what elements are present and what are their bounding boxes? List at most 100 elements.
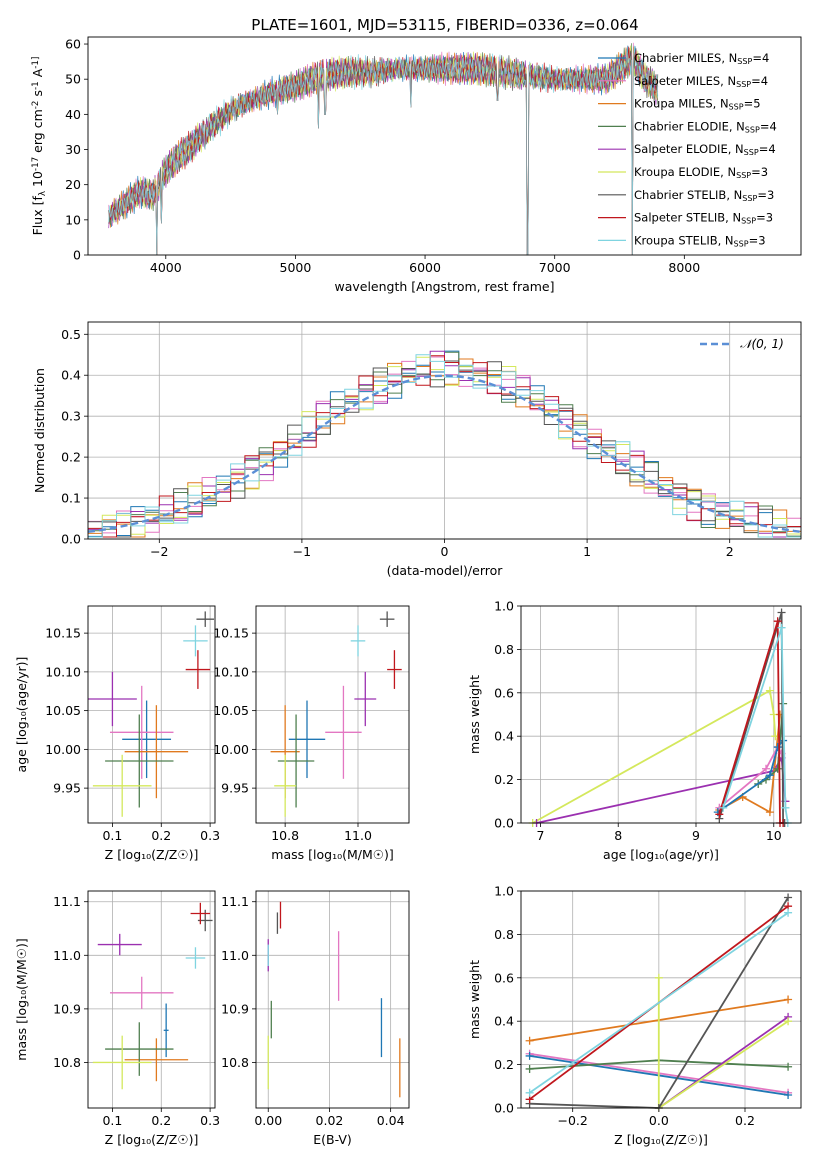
series-marker	[784, 893, 793, 902]
point-salpeter-stelib	[190, 902, 211, 925]
x-tick-label: 0.2	[151, 1113, 171, 1128]
series-chabrier-miles	[713, 736, 788, 817]
series-marker	[715, 810, 724, 819]
legend-entry-chabrier-stelib: Chabrier STELIB, NSSP=3	[634, 188, 774, 203]
series-marker	[784, 995, 793, 1004]
series-marker	[784, 1062, 793, 1071]
legend-entry-salpeter-elodie: Salpeter ELODIE, NSSP=4	[634, 142, 776, 157]
legend-entry-normal: 𝒩(0, 1)	[740, 337, 784, 351]
grid-lines	[521, 605, 801, 824]
point-salpeter-elodie	[354, 671, 377, 727]
x-axis-label: E(B-V)	[313, 1132, 352, 1147]
y-tick-label: 50	[65, 72, 81, 87]
x-tick-label: 7	[536, 828, 544, 843]
x-tick-label: −1	[293, 544, 311, 559]
x-axis-label: Z [log₁₀(Z/Z☉)]	[105, 1132, 199, 1147]
y-tick-label: 0.1	[61, 491, 81, 506]
series-marker	[762, 764, 770, 773]
axes-frame	[87, 605, 216, 824]
y-axis-label: age [log₁₀(age/yr)]	[14, 657, 29, 773]
point-salpeter-miles	[325, 685, 362, 779]
y-tick-label: 0.8	[494, 642, 514, 657]
point-salpeter-elodie	[88, 671, 137, 727]
y-tick-label: 10.00	[45, 742, 81, 757]
y-tick-label: 10.9	[53, 1001, 81, 1016]
series-line	[717, 739, 784, 813]
y-tick-label: 0.2	[494, 772, 514, 787]
series-marker	[765, 808, 774, 817]
panel-mass_vs_Z: 0.1 0.2 0.3 10.8 10.9 11.0 11.1 Z [log₁₀(Z/Z☉)]…	[14, 890, 220, 1147]
y-tick-label: 0.4	[494, 729, 514, 744]
series-marker	[784, 1090, 793, 1099]
y-tick-label: 10.15	[45, 626, 81, 641]
x-tick-label: 0.3	[200, 1113, 220, 1128]
panel-age_vs_mass: 10.8 11.0 9.95 10.00 10.05 10.10 10.15 mass [lo…	[213, 605, 410, 862]
point-kroupa-stelib	[185, 947, 206, 969]
plot-area	[88, 611, 215, 817]
point-salpeter-stelib	[185, 650, 211, 689]
y-tick-label: 0.4	[61, 368, 81, 383]
x-tick-label: 10.8	[271, 828, 299, 843]
spectrum-line-kroupa-stelib	[108, 45, 659, 256]
x-tick-label: 0.2	[151, 828, 171, 843]
y-tick-label: 0.5	[61, 327, 81, 342]
histogram-salpeter-stelib	[88, 355, 801, 538]
point-chabrier-stelib	[379, 611, 395, 627]
plot-area	[525, 893, 793, 1112]
series-marker	[525, 1064, 534, 1073]
series-line	[529, 911, 789, 1094]
y-tick-label: 0	[73, 248, 81, 263]
legend: 𝒩(0, 1)	[700, 337, 784, 351]
x-tick-label: 5000	[280, 260, 312, 275]
plot-area	[87, 350, 802, 538]
x-tick-label: 2	[726, 544, 734, 559]
point-salpeter-elodie	[97, 933, 142, 956]
y-tick-label: 9.95	[221, 781, 249, 796]
series-marker	[773, 764, 782, 773]
point-kroupa-miles	[124, 1038, 189, 1082]
x-axis-label: (data-model)/error	[387, 563, 504, 578]
axes-frame	[87, 321, 802, 540]
plot-area	[528, 608, 792, 827]
y-tick-label: 10.10	[213, 664, 249, 679]
point-chabrier-elodie	[105, 714, 174, 808]
series-line	[657, 977, 789, 1110]
y-tick-label: 40	[65, 107, 81, 122]
y-tick-label: 10.15	[213, 626, 249, 641]
panel-residuals: −2 −1 0 1 2 0.0 0.1 0.2 0.3 0.4 0.5 (data-model)/er…	[32, 321, 802, 578]
x-tick-label: 0.1	[102, 828, 122, 843]
series-marker	[784, 908, 793, 917]
point-chabrier-elodie	[277, 714, 315, 808]
y-tick-label: 0.8	[494, 927, 514, 942]
y-tick-label: 11.0	[53, 948, 81, 963]
panel-spectrum: 4000 5000 6000 7000 8000 0 10 20 30 40 50 60 wavelen…	[30, 36, 802, 294]
legend-entry-chabrier-miles: Chabrier MILES, NSSP=4	[634, 51, 769, 66]
normal-curve	[87, 374, 802, 533]
x-tick-label: 0.3	[200, 828, 220, 843]
series-salpeter-elodie	[532, 753, 790, 827]
x-tick-label: −0.2	[558, 1113, 588, 1128]
y-tick-label: 20	[65, 177, 81, 192]
y-tick-label: 10.10	[45, 664, 81, 679]
axes-frame	[520, 890, 802, 1109]
y-tick-label: 60	[65, 37, 81, 52]
axes-frame	[87, 36, 802, 256]
figure-title: PLATE=1601, MJD=53115, FIBERID=0336, z=0…	[251, 16, 638, 34]
legend-entry-salpeter-stelib: Salpeter STELIB, NSSP=3	[634, 211, 773, 226]
point-kroupa-elodie	[92, 1035, 152, 1090]
series-marker	[773, 743, 782, 752]
legend-entry-salpeter-miles: Salpeter MILES, NSSP=4	[634, 74, 768, 89]
point-chabrier-miles	[288, 700, 326, 779]
y-axis-label: Flux [fλ 10-17 erg cm-2 s-1 A-1]	[30, 57, 48, 236]
x-tick-label: 0.0	[649, 1113, 669, 1128]
x-tick-label: 11.0	[344, 828, 372, 843]
y-tick-label: 0.2	[61, 450, 81, 465]
y-tick-label: 10.00	[213, 742, 249, 757]
legend-entry-kroupa-miles: Kroupa MILES, NSSP=5	[634, 97, 761, 112]
series-line	[722, 627, 789, 824]
panel-age_vs_Z: 0.1 0.2 0.3 9.95 10.00 10.05 10.10 10.15 Z [log₁…	[14, 605, 220, 862]
series-kroupa-elodie	[654, 973, 793, 1112]
x-tick-label: 4000	[150, 260, 182, 275]
x-axis-label: Z [log₁₀(Z/Z☉)]	[105, 847, 199, 862]
